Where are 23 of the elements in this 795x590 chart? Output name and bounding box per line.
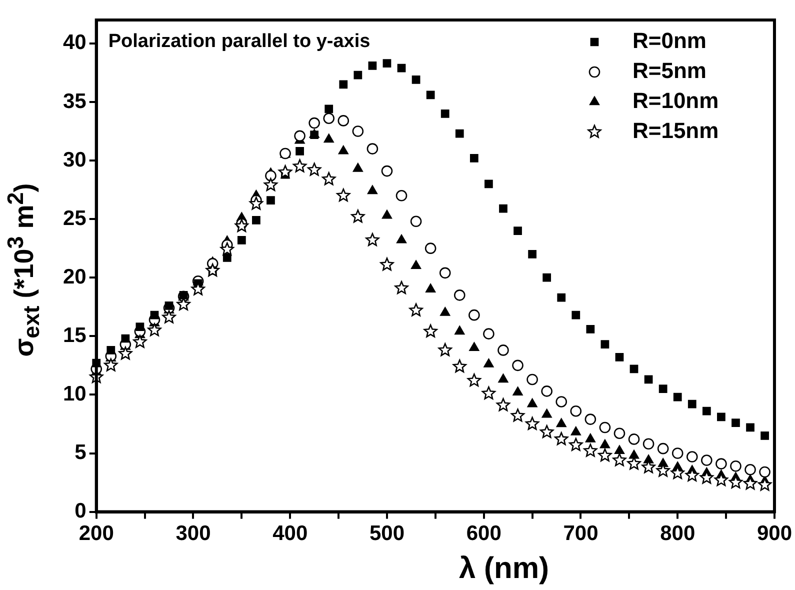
x-axis-title: λ (nm) <box>458 552 550 586</box>
text: Polarization parallel to y-axis <box>108 31 370 52</box>
y-tick-label: 15 <box>63 324 87 347</box>
legend-label: R=5nm <box>632 58 706 84</box>
y-tick-label: 5 <box>74 441 87 464</box>
y-tick-label: 30 <box>63 148 86 172</box>
legend-label: R=0nm <box>632 28 706 54</box>
y-tick-label: 25 <box>63 206 87 230</box>
y-tick-label: 20 <box>63 265 86 288</box>
x-tick-label: 200 <box>78 522 114 546</box>
y-tick-label: 10 <box>63 382 86 406</box>
legend-label: R=15nm <box>632 118 719 144</box>
legend-label: R=10nm <box>632 88 719 114</box>
x-tick-label: 400 <box>272 522 308 546</box>
x-tick-label: 600 <box>466 522 502 546</box>
x-tick-label: 900 <box>756 522 792 546</box>
y-tick-label: 35 <box>63 90 87 113</box>
x-tick-label: 500 <box>369 522 405 546</box>
x-tick-label: 800 <box>660 522 696 546</box>
x-tick-label: 300 <box>176 522 211 546</box>
x-tick-label: 700 <box>563 522 598 546</box>
y-tick-label: 40 <box>63 31 86 54</box>
y-tick-label: 0 <box>74 500 86 523</box>
